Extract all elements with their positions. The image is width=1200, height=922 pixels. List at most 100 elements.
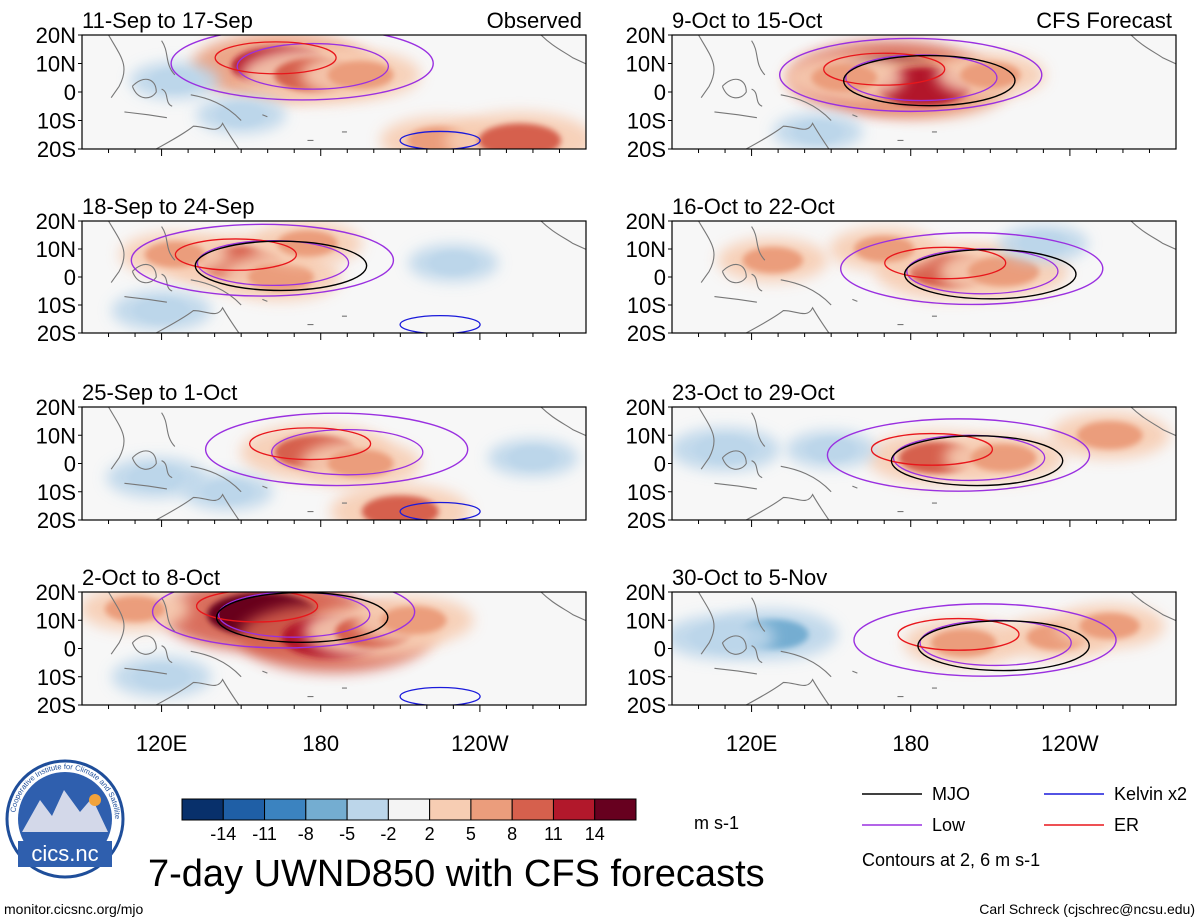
lat-tick-label: 20N (626, 395, 666, 420)
lat-tick-label: 20N (36, 395, 76, 420)
coastline (751, 273, 763, 292)
lon-tick-label: 120E (726, 731, 777, 756)
coastline (721, 78, 747, 99)
anomaly-core (128, 465, 184, 490)
lat-tick-label: 10S (37, 293, 76, 318)
anomaly-core (1018, 232, 1069, 255)
colorbar-swatch (305, 798, 348, 821)
lat-tick-label: 10S (37, 665, 76, 690)
colorbar-swatch (222, 798, 266, 821)
contour-low (271, 428, 424, 476)
coastline (262, 114, 347, 141)
lat-tick-label: 0 (654, 452, 666, 477)
lat-tick-label: 20S (627, 137, 666, 162)
coastline (780, 465, 832, 493)
coastline (751, 460, 763, 479)
contour-low (151, 592, 416, 649)
coastline (161, 645, 173, 664)
coastline (751, 597, 766, 632)
coastline (190, 279, 242, 306)
coastline (108, 407, 125, 470)
panel-period-label: 23-Oct to 29-Oct (672, 380, 835, 405)
lat-tick-label: 20N (626, 23, 666, 48)
lon-tick-label: 120E (136, 731, 187, 756)
contour-er (897, 617, 1020, 651)
legend: MJO Kelvin x2 Low ER Contours at 2, 6 m s-1 (862, 784, 1187, 870)
lat-tick-label: 10S (627, 665, 666, 690)
contour-er (884, 246, 1007, 280)
contour-mjo (903, 248, 1077, 300)
anomaly-core (134, 298, 190, 323)
anomaly-core (327, 60, 394, 90)
coastline (714, 296, 757, 303)
coastline (698, 221, 715, 283)
coastline (1130, 221, 1176, 251)
coastline (190, 650, 242, 678)
anomaly-core (970, 443, 1037, 473)
contour-er (248, 427, 372, 461)
lon-tick-label: 120W (451, 731, 509, 756)
colorbar-tick-label: -5 (339, 824, 355, 844)
lat-tick-label: 10S (627, 293, 666, 318)
lat-tick-label: 20S (37, 321, 76, 346)
coastline (780, 94, 832, 121)
contour-low (840, 232, 1104, 306)
anomaly-core (853, 235, 915, 263)
coastline (161, 88, 173, 107)
coastline (745, 306, 830, 333)
coastline (155, 122, 240, 149)
main-title: 7-day UWND850 with CFS forecasts (148, 853, 765, 895)
lat-tick-label: 0 (64, 637, 76, 662)
lat-tick-label: 20N (36, 209, 76, 234)
contour-er (195, 592, 319, 623)
contour-kelvin (399, 314, 481, 333)
coastline (161, 597, 176, 632)
anomaly-core (967, 256, 1040, 287)
coastline (124, 296, 167, 303)
contour-er (174, 238, 297, 271)
coastline (698, 35, 715, 99)
coastline (745, 678, 830, 705)
anomaly-core (1076, 421, 1143, 450)
coastline (698, 592, 715, 655)
lat-tick-label: 20S (627, 693, 666, 718)
colorbar-tick-label: 5 (466, 824, 476, 844)
anomaly-core (247, 262, 314, 292)
coastline (540, 35, 586, 65)
legend-entry: Kelvin x2 (1114, 784, 1187, 804)
coastline (262, 485, 347, 513)
coastline (161, 40, 176, 76)
coastline (262, 670, 347, 698)
colorbar-swatch (511, 798, 554, 821)
lat-tick-label: 0 (654, 637, 666, 662)
coastline (745, 493, 830, 520)
anomaly-core (960, 61, 1021, 89)
panel-period-label: 25-Sep to 1-Oct (82, 380, 237, 405)
coastline (780, 650, 832, 678)
coastline (714, 667, 757, 675)
logo-text: cics.nc (31, 841, 98, 866)
contour-low (826, 418, 1091, 492)
colorbar-tick-label: 14 (585, 824, 605, 844)
lat-tick-label: 10N (36, 608, 76, 633)
contour-mjo (194, 240, 368, 292)
anomaly-core (1079, 612, 1140, 640)
lat-tick-label: 10N (36, 237, 76, 262)
logo-band (18, 841, 112, 867)
coastline (852, 298, 937, 326)
lat-tick-label: 10N (626, 608, 666, 633)
coastline (131, 264, 157, 284)
coastline (751, 645, 763, 664)
contour-mjo (842, 54, 1016, 107)
coastline (155, 678, 240, 705)
colorbar-swatch (429, 798, 472, 821)
lat-tick-label: 10S (627, 480, 666, 505)
anomaly-core (478, 123, 561, 149)
colorbar-tick-label: 11 (544, 824, 563, 844)
lat-tick-label: 0 (64, 452, 76, 477)
contour-low (130, 223, 395, 297)
contour-er (870, 432, 994, 466)
